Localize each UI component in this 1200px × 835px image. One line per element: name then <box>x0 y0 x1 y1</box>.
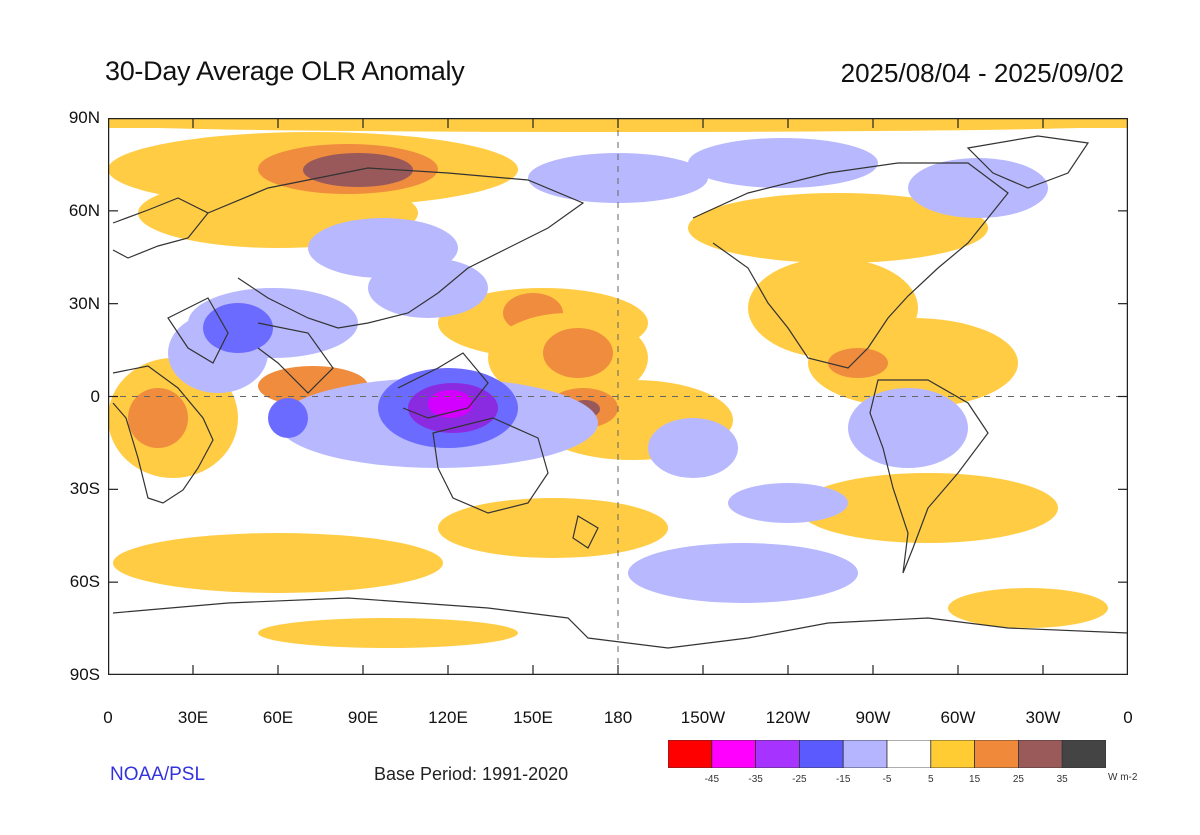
longitude-label: 30W <box>1025 708 1061 727</box>
colorbar-tick-label: 25 <box>1012 774 1024 785</box>
anomaly-region <box>688 138 878 188</box>
colorbar-tick-label: -45 <box>704 774 720 785</box>
anomaly-region <box>128 388 188 448</box>
anomaly-region <box>368 258 488 318</box>
longitude-label: 60W <box>940 708 976 727</box>
colorbar-tick-label: -5 <box>882 774 892 785</box>
coast-europe <box>112 197 209 259</box>
anomaly-region <box>203 303 273 353</box>
anomaly-region <box>688 193 988 263</box>
colorbar-tick-label: -25 <box>792 774 807 785</box>
longitude-label: 0 <box>1123 708 1133 727</box>
coast-seasia <box>397 352 489 419</box>
coast-newzealand <box>572 515 599 549</box>
anomaly-region <box>648 418 738 478</box>
latitude-label: 0 <box>90 386 100 406</box>
coast-antarctica <box>112 597 1128 649</box>
longitude-label: 0 <box>103 708 113 727</box>
anomaly-region <box>908 158 1048 218</box>
longitude-label: 90W <box>855 708 891 727</box>
anomaly-region <box>808 318 1018 408</box>
colorbar-swatch <box>1017 740 1063 768</box>
colorbar-tick-label: -35 <box>748 774 763 785</box>
anomaly-region <box>543 328 613 378</box>
longitude-label: 150E <box>513 708 553 727</box>
anomaly-region <box>628 543 858 603</box>
colorbar-tick-label: 5 <box>928 774 934 785</box>
credit-label: NOAA/PSL <box>110 764 206 785</box>
base-period-label: Base Period: 1991-2020 <box>374 764 569 784</box>
colorbar-tick-label: 15 <box>969 774 981 785</box>
colorbar-swatch <box>930 740 975 768</box>
colorbar-swatch <box>1061 740 1106 768</box>
longitude-label: 180 <box>603 708 633 727</box>
colorbar-swatch <box>755 740 800 768</box>
longitude-label: 120E <box>428 708 468 727</box>
longitude-label: 150W <box>680 708 726 727</box>
colorbar-swatch <box>842 740 888 768</box>
coast-middle-east <box>167 297 229 364</box>
coast-asia <box>207 167 585 329</box>
anomaly-region <box>258 618 518 648</box>
coast-africa <box>112 365 214 504</box>
guide-lines <box>108 118 1128 675</box>
longitude-label: 90E <box>347 708 379 727</box>
anomaly-region <box>438 498 668 558</box>
colorbar-tick-label: -15 <box>835 774 851 785</box>
colorbar <box>668 740 1106 768</box>
coastlines <box>112 135 1128 649</box>
coast-north-america <box>692 162 1009 369</box>
anomaly-region <box>828 348 888 378</box>
coast-south-america <box>869 379 989 574</box>
colorbar-swatch <box>886 740 932 768</box>
colorbar-swatch <box>668 740 713 768</box>
anomaly-region <box>948 588 1108 628</box>
latitude-label: 30S <box>69 479 100 499</box>
anomaly-field <box>108 118 1128 648</box>
latitude-label: 90S <box>69 665 100 684</box>
latitude-label: 90N <box>68 108 100 127</box>
latitude-label: 30N <box>68 293 100 313</box>
colorbar-tick-label: 35 <box>1056 774 1068 785</box>
latitude-label: 60S <box>69 572 100 592</box>
axis-ticks <box>108 118 1128 675</box>
longitude-label: 60E <box>262 708 294 727</box>
map-title: 30-Day Average OLR Anomaly <box>105 56 465 86</box>
date-range: 2025/08/04 - 2025/09/02 <box>840 58 1124 88</box>
coast-greenland <box>966 135 1090 189</box>
coast-australia <box>432 417 549 514</box>
anomaly-region <box>113 533 443 593</box>
colorbar-swatch <box>711 740 756 768</box>
longitude-label: 30E <box>177 708 209 727</box>
anomaly-region <box>728 483 848 523</box>
olr-anomaly-map <box>108 118 1128 675</box>
anomaly-region <box>428 390 473 418</box>
longitude-label: 120W <box>765 708 811 727</box>
colorbar-swatch <box>974 740 1019 768</box>
coast-india <box>257 322 334 394</box>
anomaly-region <box>268 398 308 438</box>
units-label: W m-2 <box>1108 772 1138 783</box>
latitude-label: 60N <box>68 200 100 220</box>
anomaly-region <box>848 388 968 468</box>
colorbar-swatch <box>798 740 844 768</box>
